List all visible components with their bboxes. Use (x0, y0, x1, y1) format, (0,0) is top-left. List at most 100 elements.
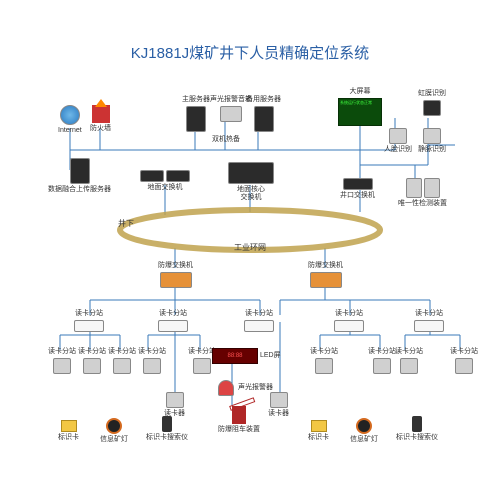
reader-box-icon (400, 358, 418, 374)
scanner-icon (162, 416, 172, 432)
station-icon (334, 320, 364, 332)
globe-icon (60, 105, 80, 125)
vein-node: 静脉识别 (418, 128, 446, 154)
reader-box-icon (315, 358, 333, 374)
firewall-label: 防火墙 (90, 125, 111, 133)
ex-switch-icon (310, 272, 342, 288)
station-icon (244, 320, 274, 332)
info-lamp-node: 信息矿灯 (350, 418, 378, 444)
led-screen-icon: 88:88 (212, 348, 258, 364)
lamp-icon (356, 418, 372, 434)
tag-scanner-node: 标识卡搜索仪 (396, 416, 438, 442)
server-icon (70, 158, 90, 184)
gate-icon (424, 178, 440, 198)
backup-server-node: 备用服务器 (246, 96, 281, 132)
reader-box-icon (53, 358, 71, 374)
reader-node: 读卡器 (164, 392, 185, 418)
alarm-node: 声光报警器 (218, 380, 234, 396)
ground-switch-label: 地面交换机 (148, 184, 183, 192)
reader-box-icon (143, 358, 161, 374)
reader-icon (270, 392, 288, 408)
unique-dev-node: 唯一性检测装置 (398, 178, 447, 208)
tag-card-node: 标识卡 (308, 420, 329, 442)
face-node: 人脸识别 (384, 128, 412, 154)
main-server-label: 主服务器 (182, 96, 210, 104)
reader-box-icon (455, 358, 473, 374)
lamp-icon (106, 418, 122, 434)
switch-icon (343, 178, 373, 190)
alarm-icon (218, 380, 234, 396)
internet-label: Internet (58, 127, 82, 135)
reader-substation: 读卡分站 (78, 348, 106, 374)
ex-switch-left-label: 防爆交换机 (158, 262, 193, 270)
firewall-icon (92, 105, 110, 123)
reader-icon (166, 392, 184, 408)
well-switch-node: 井口交换机 (340, 178, 375, 200)
main-server-node: 主服务器 (182, 96, 210, 132)
scanner-icon (412, 416, 422, 432)
iris-node: 虹膜识别 (418, 90, 446, 116)
backup-server-label: 备用服务器 (246, 96, 281, 104)
switch-icon (140, 170, 164, 182)
underground-label: 井下 (118, 218, 134, 229)
reader-box-icon (193, 358, 211, 374)
face-label: 人脸识别 (384, 146, 412, 154)
reader-box-icon (83, 358, 101, 374)
ex-switch-icon (160, 272, 192, 288)
core-switch-icon (228, 162, 274, 184)
tag-scanner-node: 标识卡搜索仪 (146, 416, 188, 442)
reader-substation: 读卡分站 (108, 348, 136, 374)
reader-substation: 读卡分站 (395, 348, 423, 374)
station-icon (158, 320, 188, 332)
iris-label: 虹膜识别 (418, 90, 446, 98)
switch-icon (166, 170, 190, 182)
vein-label: 静脉识别 (418, 146, 446, 154)
station-icon (414, 320, 444, 332)
reader-station: 读卡分站 (334, 310, 364, 332)
reader-station: 读卡分站 (74, 310, 104, 332)
reader-substation: 读卡分站 (48, 348, 76, 374)
server-icon (254, 106, 274, 132)
internet-node: Internet (58, 105, 82, 135)
server-icon (186, 106, 206, 132)
ex-switch-right: 防爆交换机 (308, 262, 343, 288)
gate-icon (406, 178, 422, 198)
speaker-icon (220, 106, 242, 122)
ring-label: 工业环网 (234, 242, 266, 253)
core-switch-node: 地面核心 交换机 (228, 162, 274, 201)
led-node: 88:88 LED屏 (212, 348, 258, 364)
tag-card-node: 标识卡 (58, 420, 79, 442)
barrier-icon (226, 404, 252, 424)
reader-box-icon (113, 358, 131, 374)
reader-station: 读卡分站 (244, 310, 274, 332)
vein-icon (423, 128, 441, 144)
screen-icon: 系统运行状态正常 (338, 98, 382, 126)
big-screen-node: 大屏幕 系统运行状态正常 (338, 88, 382, 126)
core-switch-label: 地面核心 交换机 (237, 186, 265, 201)
reader-substation: 读卡分站 (310, 348, 338, 374)
firewall-node: 防火墙 (90, 105, 111, 133)
barrier-node: 防爆阻车装置 (218, 404, 260, 434)
reader-node: 读卡器 (268, 392, 289, 418)
reader-station: 读卡分站 (158, 310, 188, 332)
fusion-server-label: 数据融合上传服务器 (48, 186, 111, 194)
station-icon (74, 320, 104, 332)
reader-substation: 读卡分站 (450, 348, 478, 374)
well-switch-label: 井口交换机 (340, 192, 375, 200)
face-icon (389, 128, 407, 144)
reader-substation: 读卡分站 (368, 348, 396, 374)
ground-switch-node: 地面交换机 (140, 170, 190, 192)
reader-station: 读卡分站 (414, 310, 444, 332)
ex-switch-right-label: 防爆交换机 (308, 262, 343, 270)
ex-switch-left: 防爆交换机 (158, 262, 193, 288)
card-icon (311, 420, 327, 432)
iris-icon (423, 100, 441, 116)
unique-dev-label: 唯一性检测装置 (398, 200, 447, 208)
fusion-server-node: 数据融合上传服务器 (48, 158, 111, 194)
reader-substation: 读卡分站 (138, 348, 166, 374)
dual-hot-label: 双机热备 (212, 134, 240, 144)
big-screen-label: 大屏幕 (350, 88, 371, 96)
info-lamp-node: 信息矿灯 (100, 418, 128, 444)
card-icon (61, 420, 77, 432)
reader-box-icon (373, 358, 391, 374)
